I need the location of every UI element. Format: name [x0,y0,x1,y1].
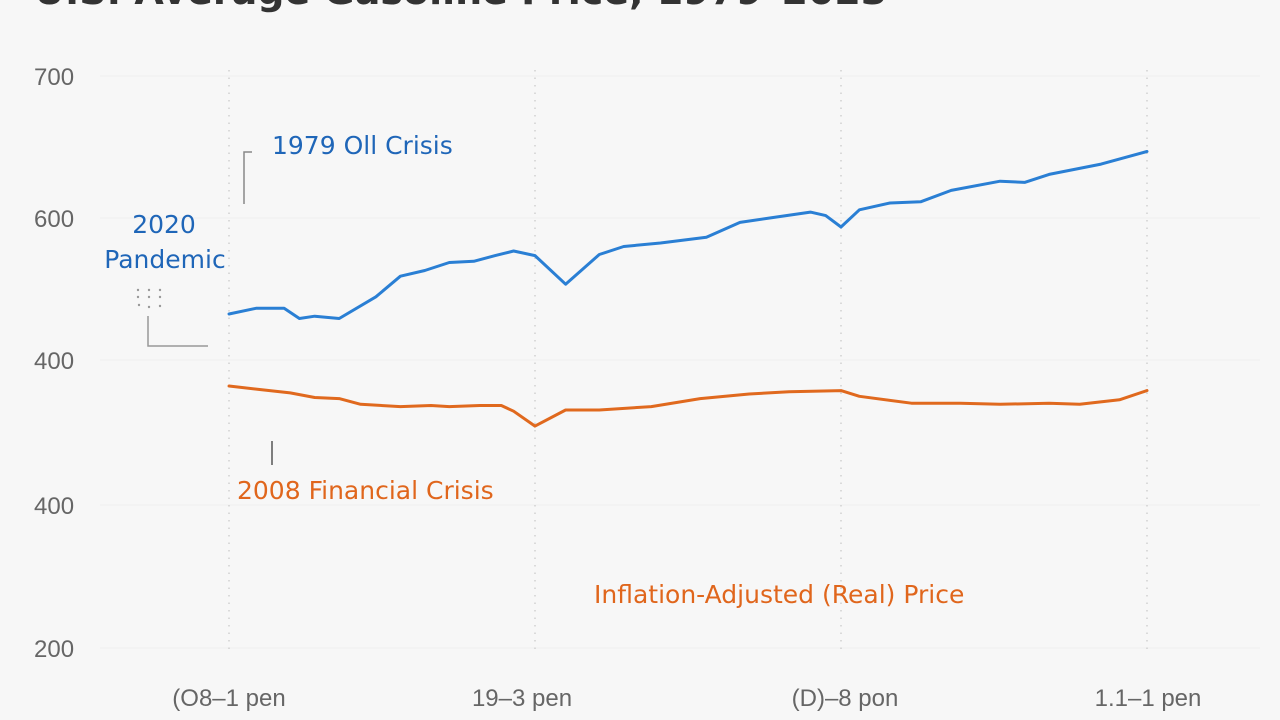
chart-title: U.S. Average Gasoline Price, 1979–2023 [34,0,887,13]
annotation-leader-line [147,316,208,347]
annotations: 1979 Oll Crisis 2020 Pandemic 2008 Finan… [104,131,964,609]
annotation-financial-crisis: 2008 Financial Crisis [237,476,494,505]
series-line-blue [227,150,1149,320]
series-line-orange [227,384,1149,428]
y-tick-label: 700 [34,64,74,91]
annotation-pandemic-label: Pandemic [104,245,225,274]
dots-icon [136,288,162,309]
x-axis: (O8–1 pen 19–3 pen (D)–8 pon 1.1–1 pen [172,685,1201,712]
x-tick-label: 1.1–1 pen [1095,685,1202,712]
y-tick-label: 400 [34,493,74,520]
grid [100,70,1260,655]
x-tick-label: (O8–1 pen [172,685,285,712]
annotation-leader-line [243,151,252,204]
annotation-pandemic-year: 2020 [132,210,196,239]
y-axis: 700 600 400 400 200 [34,64,74,663]
annotation-real-price: Inflation-Adjusted (Real) Price [594,580,964,609]
series-group [227,150,1149,428]
y-tick-label: 400 [34,348,74,375]
annotation-oil-crisis: 1979 Oll Crisis [272,131,453,160]
x-tick-label: (D)–8 pon [792,685,899,712]
y-tick-label: 600 [34,206,74,233]
y-tick-label: 200 [34,636,74,663]
x-tick-label: 19–3 pen [472,685,572,712]
